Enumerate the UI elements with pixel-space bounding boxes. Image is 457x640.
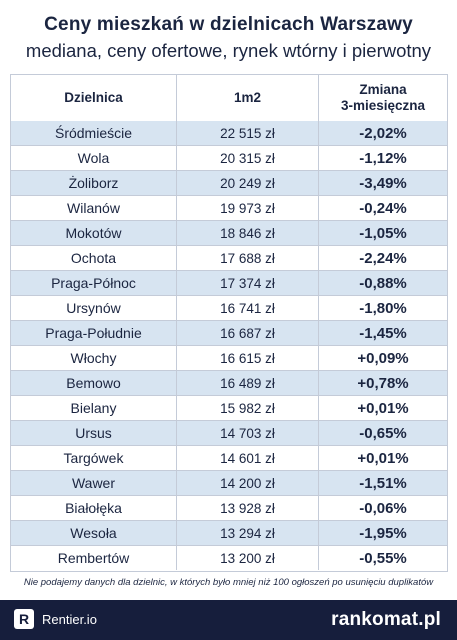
table-row: Wola 20 315 zł -1,12% bbox=[11, 146, 447, 171]
district-cell: Białołęka bbox=[11, 496, 177, 520]
district-cell: Ursynów bbox=[11, 296, 177, 320]
table-row: Targówek 14 601 zł +0,01% bbox=[11, 446, 447, 471]
change-cell: -0,65% bbox=[359, 424, 407, 442]
price-cell: 20 315 zł bbox=[177, 146, 319, 170]
header: Ceny mieszkań w dzielnicach Warszawy med… bbox=[0, 0, 457, 74]
table-row: Wilanów 19 973 zł -0,24% bbox=[11, 196, 447, 221]
table-row: Żoliborz 20 249 zł -3,49% bbox=[11, 171, 447, 196]
table-row: Rembertów 13 200 zł -0,55% bbox=[11, 546, 447, 571]
change-cell: +0,01% bbox=[357, 449, 409, 467]
district-cell: Ursus bbox=[11, 421, 177, 445]
footnote: Nie podajemy danych dla dzielnic, w któr… bbox=[23, 577, 434, 588]
district-cell: Praga-Północ bbox=[11, 271, 177, 295]
table-row: Ochota 17 688 zł -2,24% bbox=[11, 246, 447, 271]
district-cell: Wilanów bbox=[11, 196, 177, 220]
change-cell: -1,95% bbox=[359, 524, 407, 542]
change-cell: +0,09% bbox=[357, 349, 409, 367]
table-row: Białołęka 13 928 zł -0,06% bbox=[11, 496, 447, 521]
district-cell: Bielany bbox=[11, 396, 177, 420]
district-cell: Włochy bbox=[11, 346, 177, 370]
column-header-district: Dzielnica bbox=[11, 75, 177, 121]
price-cell: 16 615 zł bbox=[177, 346, 319, 370]
price-cell: 16 687 zł bbox=[177, 321, 319, 345]
price-cell: 14 703 zł bbox=[177, 421, 319, 445]
price-cell: 14 601 zł bbox=[177, 446, 319, 470]
change-cell: -2,02% bbox=[359, 124, 407, 142]
rentier-brand[interactable]: R Rentier.io bbox=[14, 609, 97, 629]
district-cell: Praga-Południe bbox=[11, 321, 177, 345]
table-row: Bemowo 16 489 zł +0,78% bbox=[11, 371, 447, 396]
table-body: Śródmieście 22 515 zł -2,02% Wola 20 315 zł -… bbox=[11, 121, 447, 571]
column-header-change: Zmiana 3-miesięczna bbox=[340, 82, 426, 113]
district-cell: Mokotów bbox=[11, 221, 177, 245]
price-cell: 17 374 zł bbox=[177, 271, 319, 295]
price-cell: 19 973 zł bbox=[177, 196, 319, 220]
page-subtitle: mediana, ceny ofertowe, rynek wtórny i p… bbox=[25, 40, 432, 61]
table-row: Włochy 16 615 zł +0,09% bbox=[11, 346, 447, 371]
change-cell: -1,12% bbox=[359, 149, 407, 167]
rentier-brand-text: Rentier.io bbox=[42, 611, 97, 627]
change-cell: -3,49% bbox=[359, 174, 407, 192]
district-cell: Śródmieście bbox=[11, 121, 177, 145]
district-cell: Bemowo bbox=[11, 371, 177, 395]
table-row: Mokotów 18 846 zł -1,05% bbox=[11, 221, 447, 246]
price-cell: 20 249 zł bbox=[177, 171, 319, 195]
district-cell: Żoliborz bbox=[11, 171, 177, 195]
price-cell: 17 688 zł bbox=[177, 246, 319, 270]
price-table: Dzielnica 1m2 Zmiana 3-miesięczna Śródmi… bbox=[10, 74, 448, 572]
table-row: Wawer 14 200 zł -1,51% bbox=[11, 471, 447, 496]
change-cell: -0,88% bbox=[359, 274, 407, 292]
page-title: Ceny mieszkań w dzielnicach Warszawy bbox=[44, 14, 413, 35]
change-cell: -1,05% bbox=[359, 224, 407, 242]
price-cell: 16 489 zł bbox=[177, 371, 319, 395]
district-cell: Ochota bbox=[11, 246, 177, 270]
table-row: Praga-Południe 16 687 zł -1,45% bbox=[11, 321, 447, 346]
price-cell: 22 515 zł bbox=[177, 121, 319, 145]
rankomat-brand[interactable]: rankomat.pl bbox=[331, 609, 441, 630]
change-cell: +0,01% bbox=[357, 399, 409, 417]
change-cell: -1,80% bbox=[359, 299, 407, 317]
district-cell: Rembertów bbox=[11, 546, 177, 570]
column-header-price: 1m2 bbox=[177, 75, 319, 121]
district-cell: Wola bbox=[11, 146, 177, 170]
change-cell: -1,51% bbox=[359, 474, 407, 492]
change-cell: -2,24% bbox=[359, 249, 407, 267]
district-cell: Targówek bbox=[11, 446, 177, 470]
table-row: Wesoła 13 294 zł -1,95% bbox=[11, 521, 447, 546]
table-row: Ursus 14 703 zł -0,65% bbox=[11, 421, 447, 446]
change-cell: -0,24% bbox=[359, 199, 407, 217]
table-row: Śródmieście 22 515 zł -2,02% bbox=[11, 121, 447, 146]
change-cell: +0,78% bbox=[357, 374, 409, 392]
change-cell: -0,06% bbox=[359, 499, 407, 517]
price-cell: 15 982 zł bbox=[177, 396, 319, 420]
table-header: Dzielnica 1m2 Zmiana 3-miesięczna bbox=[11, 75, 447, 122]
price-cell: 13 928 zł bbox=[177, 496, 319, 520]
district-cell: Wawer bbox=[11, 471, 177, 495]
price-cell: 13 294 zł bbox=[177, 521, 319, 545]
table-row: Bielany 15 982 zł +0,01% bbox=[11, 396, 447, 421]
footer-bar: R Rentier.io rankomat.pl bbox=[0, 600, 457, 640]
change-cell: -0,55% bbox=[359, 549, 407, 567]
price-cell: 16 741 zł bbox=[177, 296, 319, 320]
district-cell: Wesoła bbox=[11, 521, 177, 545]
table-row: Praga-Północ 17 374 zł -0,88% bbox=[11, 271, 447, 296]
table-row: Ursynów 16 741 zł -1,80% bbox=[11, 296, 447, 321]
rentier-logo-icon: R bbox=[14, 609, 34, 629]
price-cell: 13 200 zł bbox=[177, 546, 319, 570]
change-cell: -1,45% bbox=[359, 324, 407, 342]
price-cell: 18 846 zł bbox=[177, 221, 319, 245]
price-cell: 14 200 zł bbox=[177, 471, 319, 495]
